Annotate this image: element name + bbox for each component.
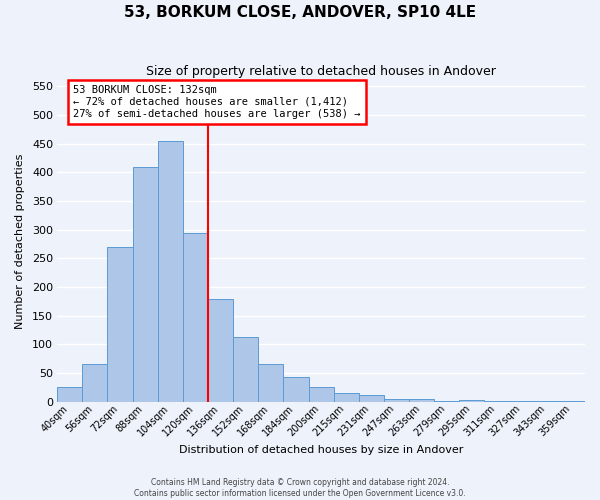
- Bar: [384, 400, 409, 402]
- Bar: [509, 401, 535, 402]
- Bar: [535, 401, 560, 402]
- Bar: [283, 377, 308, 402]
- Bar: [107, 247, 133, 402]
- Text: 53, BORKUM CLOSE, ANDOVER, SP10 4LE: 53, BORKUM CLOSE, ANDOVER, SP10 4LE: [124, 5, 476, 20]
- Title: Size of property relative to detached houses in Andover: Size of property relative to detached ho…: [146, 65, 496, 78]
- Bar: [158, 141, 183, 402]
- Y-axis label: Number of detached properties: Number of detached properties: [15, 154, 25, 329]
- Bar: [133, 166, 158, 402]
- Bar: [308, 387, 334, 402]
- Bar: [460, 400, 484, 402]
- Bar: [57, 388, 82, 402]
- Bar: [560, 401, 585, 402]
- Bar: [233, 337, 258, 402]
- Bar: [409, 399, 434, 402]
- Bar: [258, 364, 283, 402]
- Bar: [434, 400, 460, 402]
- Text: Contains HM Land Registry data © Crown copyright and database right 2024.
Contai: Contains HM Land Registry data © Crown c…: [134, 478, 466, 498]
- Bar: [208, 298, 233, 402]
- X-axis label: Distribution of detached houses by size in Andover: Distribution of detached houses by size …: [179, 445, 463, 455]
- Bar: [484, 401, 509, 402]
- Bar: [359, 396, 384, 402]
- Bar: [183, 232, 208, 402]
- Bar: [334, 393, 359, 402]
- Text: 53 BORKUM CLOSE: 132sqm
← 72% of detached houses are smaller (1,412)
27% of semi: 53 BORKUM CLOSE: 132sqm ← 72% of detache…: [73, 86, 361, 118]
- Bar: [82, 364, 107, 402]
